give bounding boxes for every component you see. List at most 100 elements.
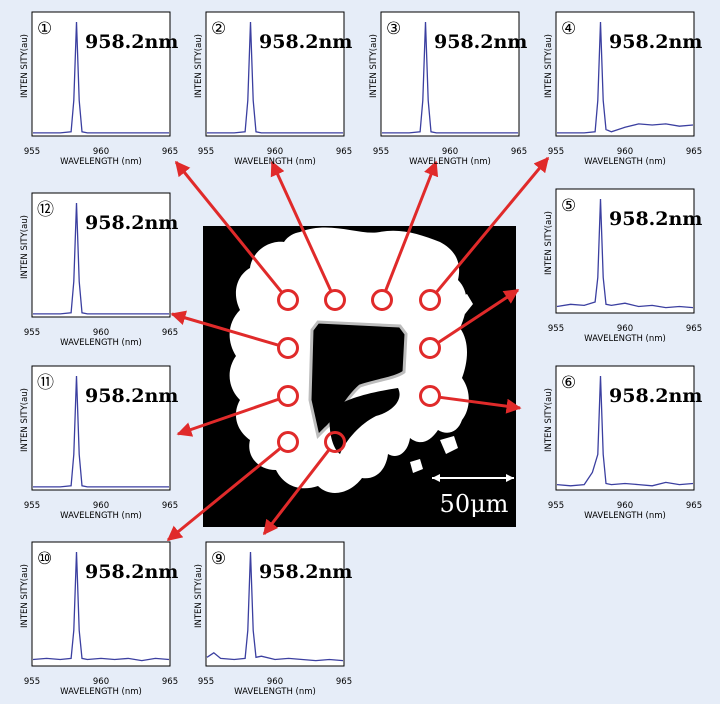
measurement-point-9 (277, 385, 299, 407)
plot-frame (380, 11, 520, 137)
spectrum-panel-6: ⑥ 958.2nm INTEN SITY(au) 955 960 965 WAVELENGT… (544, 365, 702, 521)
panel-number: ⑥ (561, 373, 576, 393)
x-tick-label: 965 (686, 147, 702, 157)
peak-wavelength-label: 958.2nm (434, 31, 527, 53)
peak-wavelength-label: 958.2nm (85, 212, 178, 234)
panel-number: ⑤ (561, 196, 576, 216)
x-tick-label: 955 (24, 677, 40, 687)
x-tick-label: 955 (24, 328, 40, 338)
x-tick-label: 960 (93, 677, 109, 687)
plot-frame (555, 11, 695, 137)
measurement-point-7 (324, 431, 346, 453)
spectrum-panels: ① 958.2nm INTEN SITY(au) 955 960 965 WAVELENGT… (20, 11, 702, 697)
x-axis-label: WAVELENGTH (nm) (584, 511, 666, 521)
x-axis-label: WAVELENGTH (nm) (584, 157, 666, 167)
x-tick-label: 965 (162, 677, 178, 687)
pixel-cluster-b (440, 436, 458, 454)
peak-wavelength-label: 958.2nm (259, 561, 352, 583)
y-axis-label: INTEN SITY(au) (544, 211, 554, 275)
x-axis-label: WAVELENGTH (nm) (60, 511, 142, 521)
panel-number: ③ (386, 19, 401, 39)
x-axis-label: WAVELENGTH (nm) (60, 338, 142, 348)
measurement-point-1 (277, 289, 299, 311)
measurement-point-4 (419, 289, 441, 311)
y-axis-label: INTEN SITY(au) (20, 564, 30, 628)
spectrum-line (382, 21, 518, 134)
measurement-point-6 (419, 385, 441, 407)
measurement-point-2 (324, 289, 346, 311)
peak-wavelength-label: 958.2nm (85, 385, 178, 407)
pixel-cluster-c (410, 459, 423, 473)
arrow-2 (270, 160, 333, 292)
plot-frame (31, 192, 171, 318)
arrow-10 (170, 310, 279, 347)
x-axis-label: WAVELENGTH (nm) (60, 687, 142, 697)
spectrum-panel-11: ⑪ 958.2nm INTEN SITY(au) 955 960 965 WAVELENGT… (20, 365, 178, 521)
y-axis-label: INTEN SITY(au) (544, 34, 554, 98)
arrow-9 (176, 397, 280, 437)
x-tick-label: 960 (93, 147, 109, 157)
scale-bar-label: 50μm (440, 490, 509, 518)
x-tick-label: 965 (511, 147, 527, 157)
arrow-7 (262, 449, 331, 536)
y-axis-label: INTEN SITY(au) (20, 215, 30, 279)
plot-frame (555, 188, 695, 314)
measurement-point-10 (277, 337, 299, 359)
pixel-cluster-a (455, 294, 473, 314)
peak-wavelength-label: 958.2nm (259, 31, 352, 53)
peak-wavelength-label: 958.2nm (85, 31, 178, 53)
spectrum-panel-2: ② 958.2nm INTEN SITY(au) 955 960 965 WAVELENGT… (194, 11, 352, 167)
panel-number: ⑩ (37, 549, 52, 569)
arrow-1 (174, 160, 283, 294)
spectrum-line (207, 21, 343, 134)
x-tick-label: 955 (24, 501, 40, 511)
measurement-point-8 (277, 431, 299, 453)
microscope-image: 50μm (203, 226, 516, 527)
x-tick-label: 955 (548, 501, 564, 511)
spectrum-panel-5: ⑤ 958.2nm INTEN SITY(au) 955 960 965 WAVELENGT… (544, 188, 702, 344)
plot-frame (31, 365, 171, 491)
scale-bar-right-arrowhead (506, 474, 514, 482)
spectrum-line (556, 375, 694, 487)
scale-bar-left-arrowhead (432, 474, 440, 482)
x-tick-label: 960 (267, 147, 283, 157)
measurement-point-3 (371, 289, 393, 311)
spectrum-panel-12: ⑫ 958.2nm INTEN SITY(au) 955 960 965 WAVELENGT… (20, 192, 178, 348)
x-tick-label: 960 (267, 677, 283, 687)
x-tick-label: 965 (686, 324, 702, 334)
measurement-arrows (166, 156, 550, 542)
x-tick-label: 965 (336, 677, 352, 687)
spectrum-panel-3: ③ 958.2nm INTEN SITY(au) 955 960 965 WAVELENGT… (369, 11, 527, 167)
spectrum-line (556, 198, 694, 309)
x-tick-label: 965 (162, 328, 178, 338)
x-axis-label: WAVELENGTH (nm) (584, 334, 666, 344)
x-tick-label: 965 (162, 147, 178, 157)
panel-number: ⑨ (211, 549, 226, 569)
spectrum-line (206, 551, 344, 662)
x-tick-label: 965 (162, 501, 178, 511)
arrow-3 (384, 160, 439, 292)
spectrum-panel-4: ④ 958.2nm INTEN SITY(au) 955 960 965 WAVELENGT… (544, 11, 702, 167)
panel-number: ⑪ (37, 373, 54, 393)
x-axis-label: WAVELENGTH (nm) (234, 157, 316, 167)
spectrum-panel-9: ⑨ 958.2nm INTEN SITY(au) 955 960 965 WAVELENGT… (194, 541, 352, 697)
peak-wavelength-label: 958.2nm (85, 561, 178, 583)
y-axis-label: INTEN SITY(au) (20, 34, 30, 98)
arrow-6 (439, 395, 522, 414)
panel-number: ⑫ (37, 200, 54, 220)
x-tick-label: 960 (617, 501, 633, 511)
plot-frame (205, 541, 345, 667)
panel-number: ② (211, 19, 226, 39)
y-axis-label: INTEN SITY(au) (20, 388, 30, 452)
x-axis-label: WAVELENGTH (nm) (234, 687, 316, 697)
spectrum-line (557, 21, 694, 134)
arrow-5 (437, 288, 520, 344)
spectrum-line (33, 21, 169, 134)
panel-number: ① (37, 19, 52, 39)
measurement-point-5 (419, 337, 441, 359)
x-axis-label: WAVELENGTH (nm) (60, 157, 142, 167)
plot-frame (205, 11, 345, 137)
spectrum-line (33, 375, 169, 488)
peak-wavelength-label: 958.2nm (609, 385, 702, 407)
